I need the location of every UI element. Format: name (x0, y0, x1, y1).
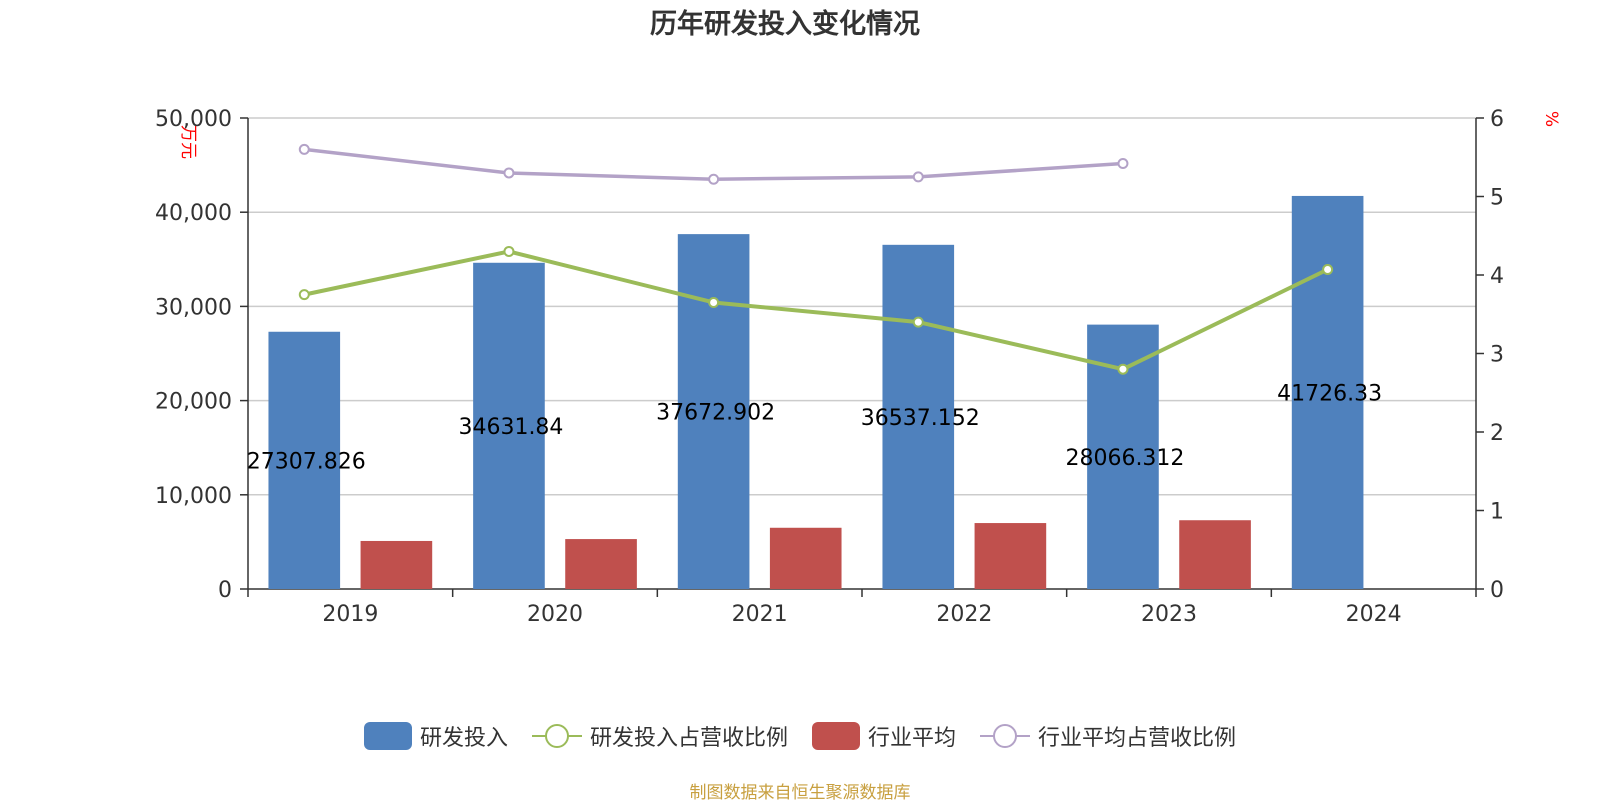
rd-ratio-line (303, 249, 1329, 372)
rd-investment-bar (882, 244, 955, 590)
bars (268, 195, 1364, 590)
left-tick-label: 40,000 (155, 201, 232, 226)
rd-ratio-point (1322, 264, 1334, 276)
x-tick-label: 2022 (936, 602, 992, 627)
bar-value-label: 28066.312 (1065, 446, 1184, 471)
industry-average-bar (360, 540, 433, 589)
industry-average-bar (1179, 520, 1251, 589)
legend-swatch-bar (363, 722, 412, 750)
y-left-axis-label: 万元 (178, 125, 198, 159)
left-tick-label: 0 (218, 578, 232, 603)
grid-lines (248, 117, 1476, 496)
bar-value-label: 36537.152 (861, 406, 980, 431)
legend-swatch-line (531, 724, 582, 748)
rd-investment-bar (677, 234, 750, 589)
x-tick-label: 2019 (322, 602, 378, 627)
industry-ratio-point (503, 167, 515, 179)
right-tick-label: 6 (1490, 107, 1504, 132)
bar-value-label: 37672.902 (656, 401, 775, 426)
legend-item[interactable]: 研发投入 (363, 720, 508, 752)
rd-ratio-point (503, 245, 515, 257)
industry-ratio-point (708, 173, 720, 185)
left-tick-label: 10,000 (155, 484, 232, 509)
right-tick-label: 5 (1490, 186, 1504, 211)
left-tick-label: 30,000 (155, 295, 232, 320)
industry-average-bar (769, 527, 842, 589)
right-tick-label: 1 (1490, 500, 1504, 525)
legend-label: 行业平均占营收比例 (1038, 726, 1237, 751)
axes: 0 10,000 20,000 30,000 40,000 50,000 0 1 2 3 4 5 6 20… (155, 107, 1561, 627)
source-note: 制图数据来自恒生聚源数据库 (689, 783, 911, 803)
x-tick-label: 2023 (1141, 602, 1197, 627)
right-tick-label: 0 (1490, 578, 1504, 603)
legend-swatch-line (980, 724, 1031, 748)
rd-investment-bar (1291, 195, 1364, 589)
left-tick-label: 20,000 (155, 390, 232, 415)
rd-ratio-point (1117, 363, 1129, 375)
right-tick-label: 3 (1490, 343, 1504, 368)
legend-label: 研发投入 (419, 726, 508, 751)
bar-value-label: 34631.84 (458, 415, 563, 440)
legend-label: 行业平均 (868, 726, 957, 751)
legend: 研发投入 研发投入占营收比例 行业平均 行业平均占营收比例 (0, 718, 1600, 754)
right-tick-label: 2 (1490, 421, 1504, 446)
industry-ratio-point (298, 143, 310, 155)
right-tick-label: 4 (1490, 264, 1504, 289)
legend-label: 研发投入占营收比例 (589, 726, 788, 751)
industry-average-bar (974, 523, 1047, 589)
industry-average-bar (565, 539, 637, 589)
x-tick-label: 2020 (527, 602, 583, 627)
legend-swatch-bar (812, 722, 860, 750)
x-tick-label: 2024 (1346, 602, 1402, 627)
left-tick-label: 50,000 (155, 107, 232, 132)
industry-ratio-point (912, 171, 924, 183)
series-lines (298, 143, 1334, 375)
y-right-axis-label: % (1541, 111, 1561, 127)
chart-title: 历年研发投入变化情况 (650, 8, 920, 40)
legend-item[interactable]: 行业平均占营收比例 (980, 720, 1236, 752)
rd-investment-bar (268, 331, 341, 589)
bar-value-label: 27307.826 (247, 449, 366, 474)
industry-ratio-point (1117, 158, 1129, 170)
rd-ratio-point (708, 296, 720, 308)
rd-ratio-point (912, 316, 924, 328)
rd-investment-bar (473, 262, 545, 589)
x-tick-label: 2021 (732, 602, 788, 627)
data-labels: 27307.826 34631.84 37672.902 36537.152 28066… (247, 381, 1382, 474)
legend-item[interactable]: 行业平均 (812, 720, 956, 752)
bar-value-label: 41726.33 (1277, 381, 1382, 406)
legend-item[interactable]: 研发投入占营收比例 (531, 720, 788, 752)
rd-ratio-point (298, 289, 310, 301)
